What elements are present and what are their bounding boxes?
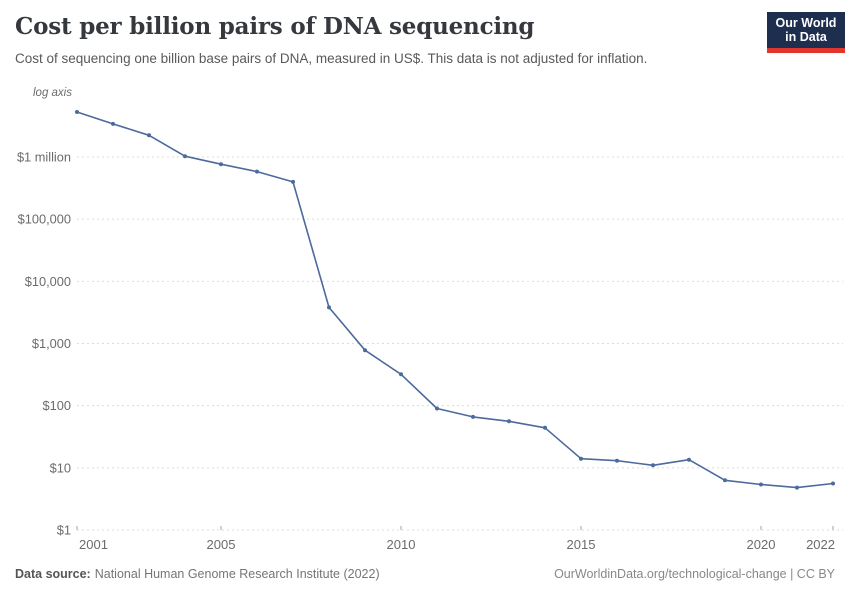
data-point[interactable] bbox=[615, 458, 619, 463]
data-point[interactable] bbox=[759, 482, 763, 487]
data-point[interactable] bbox=[219, 162, 223, 167]
data-point[interactable] bbox=[183, 154, 187, 159]
data-point[interactable] bbox=[543, 425, 547, 430]
data-source: Data source: National Human Genome Resear… bbox=[15, 567, 380, 581]
data-point[interactable] bbox=[435, 406, 439, 411]
y-axis-tick-label: $100,000 bbox=[18, 212, 71, 227]
chart-footer: Data source: National Human Genome Resear… bbox=[15, 567, 835, 581]
x-axis-tick-label: 2015 bbox=[567, 537, 596, 552]
chart-subtitle: Cost of sequencing one billion base pair… bbox=[15, 51, 648, 66]
data-source-label: Data source: bbox=[15, 567, 91, 581]
y-axis-tick-label: $1 million bbox=[17, 149, 71, 164]
y-axis-tick-label: $10,000 bbox=[25, 274, 71, 289]
data-point[interactable] bbox=[327, 305, 331, 310]
page-title: Cost per billion pairs of DNA sequencing bbox=[15, 13, 535, 40]
data-point[interactable] bbox=[147, 133, 151, 138]
data-source-text: National Human Genome Research Institute… bbox=[94, 567, 380, 581]
owid-logo-line2: in Data bbox=[785, 30, 827, 44]
x-axis-tick-label: 2010 bbox=[387, 537, 416, 552]
data-point[interactable] bbox=[795, 485, 799, 490]
data-point[interactable] bbox=[363, 348, 367, 353]
x-axis-tick-label: 2022 bbox=[806, 537, 835, 552]
data-point[interactable] bbox=[651, 463, 655, 468]
data-point[interactable] bbox=[399, 372, 403, 377]
data-point[interactable] bbox=[291, 179, 295, 184]
data-point[interactable] bbox=[255, 169, 259, 174]
credit-link[interactable]: OurWorldinData.org/technological-change … bbox=[554, 567, 835, 581]
y-axis-tick-label: $100 bbox=[43, 398, 71, 413]
data-point[interactable] bbox=[687, 457, 691, 462]
data-point[interactable] bbox=[579, 456, 583, 461]
data-point[interactable] bbox=[471, 414, 475, 419]
y-axis-tick-label: $1 bbox=[57, 523, 71, 538]
x-axis-tick-label: 2001 bbox=[79, 537, 108, 552]
y-axis-tick-label: $10 bbox=[50, 460, 71, 475]
data-point[interactable] bbox=[831, 481, 835, 486]
data-point[interactable] bbox=[723, 478, 727, 483]
y-axis-tick-label: $1,000 bbox=[32, 336, 71, 351]
line-chart-canvas: $1 $10 $100 $1,000 $10,000 $100,000 $1 million… bbox=[17, 110, 843, 552]
x-axis-tick-label: 2005 bbox=[207, 537, 236, 552]
log-axis-note: log axis bbox=[33, 87, 72, 99]
owid-logo-line1: Our World bbox=[775, 16, 837, 30]
data-point[interactable] bbox=[111, 121, 115, 126]
owid-logo[interactable]: Our World in Data bbox=[767, 12, 845, 53]
data-point[interactable] bbox=[75, 110, 79, 114]
x-axis-tick-label: 2020 bbox=[747, 537, 776, 552]
data-point[interactable] bbox=[507, 419, 511, 424]
series-line[interactable] bbox=[76, 111, 834, 489]
